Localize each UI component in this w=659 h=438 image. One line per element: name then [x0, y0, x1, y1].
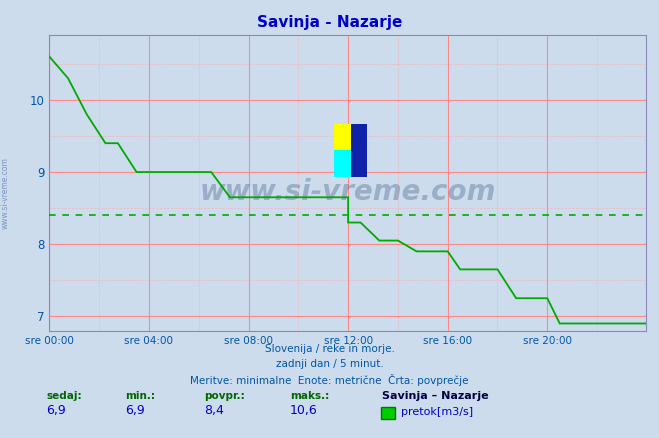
Text: www.si-vreme.com: www.si-vreme.com: [1, 157, 10, 229]
Text: Slovenija / reke in morje.: Slovenija / reke in morje.: [264, 344, 395, 354]
Text: maks.:: maks.:: [290, 391, 330, 401]
Text: www.si-vreme.com: www.si-vreme.com: [200, 178, 496, 206]
Text: sedaj:: sedaj:: [46, 391, 82, 401]
Text: Savinja - Nazarje: Savinja - Nazarje: [257, 15, 402, 30]
Text: Savinja – Nazarje: Savinja – Nazarje: [382, 391, 489, 401]
Text: 8,4: 8,4: [204, 404, 224, 417]
Text: 10,6: 10,6: [290, 404, 318, 417]
Text: povpr.:: povpr.:: [204, 391, 245, 401]
Text: pretok[m3/s]: pretok[m3/s]: [401, 407, 473, 417]
Text: 6,9: 6,9: [46, 404, 66, 417]
Text: zadnji dan / 5 minut.: zadnji dan / 5 minut.: [275, 359, 384, 369]
Text: 6,9: 6,9: [125, 404, 145, 417]
Text: min.:: min.:: [125, 391, 156, 401]
Text: Meritve: minimalne  Enote: metrične  Črta: povprečje: Meritve: minimalne Enote: metrične Črta:…: [190, 374, 469, 386]
